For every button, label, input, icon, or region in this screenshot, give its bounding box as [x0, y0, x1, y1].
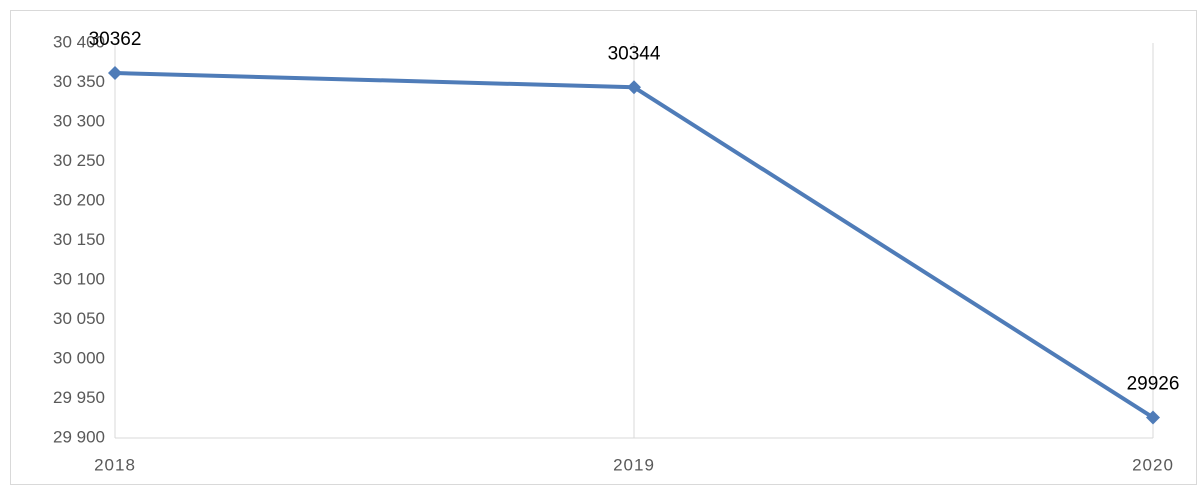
- y-tick-label: 30 150: [53, 230, 105, 249]
- x-tick-label: 2020: [1132, 455, 1174, 474]
- y-tick-label: 30 400: [53, 32, 105, 51]
- y-tick-label: 30 200: [53, 190, 105, 209]
- y-tick-label: 30 050: [53, 309, 105, 328]
- y-tick-label: 30 300: [53, 111, 105, 130]
- marker: [1146, 410, 1160, 425]
- x-tick-label: 2018: [94, 455, 136, 474]
- y-tick-label: 29 900: [53, 427, 105, 446]
- data-label: 29926: [1127, 373, 1180, 394]
- marker: [108, 66, 122, 81]
- y-tick-label: 30 100: [53, 269, 105, 288]
- marker: [627, 80, 641, 95]
- y-tick-label: 30 350: [53, 72, 105, 91]
- y-tick-label: 30 250: [53, 151, 105, 170]
- data-label: 30362: [89, 29, 142, 50]
- y-tick-label: 30 000: [53, 348, 105, 367]
- y-tick-label: 29 950: [53, 388, 105, 407]
- x-tick-label: 2019: [613, 455, 655, 474]
- data-label: 30344: [608, 43, 661, 64]
- chart-border: [10, 10, 1197, 485]
